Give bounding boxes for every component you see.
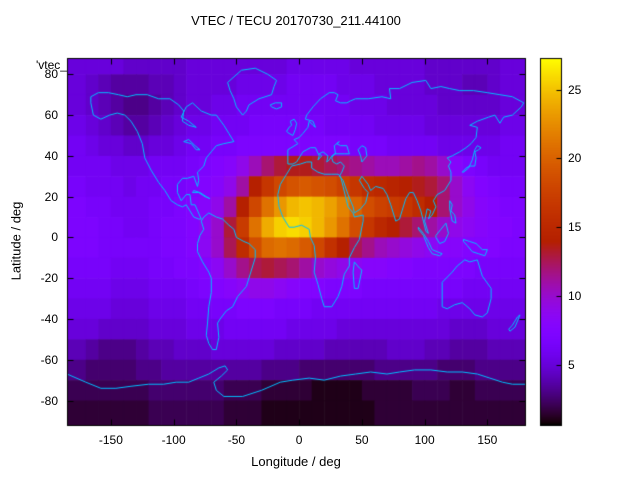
x-tick-label: -150 (98, 433, 123, 447)
y-tick-label: -20 (40, 271, 58, 286)
colorbar-tick-label: 25 (568, 82, 582, 97)
x-tick-label: 50 (355, 433, 369, 447)
y-tick-label: -40 (40, 311, 58, 326)
y-tick-label: -80 (40, 393, 58, 408)
colorbar-tick-label: 10 (568, 288, 582, 303)
y-tick-label: 0 (51, 230, 58, 245)
x-tick-label: -50 (227, 433, 246, 447)
x-tick-label: 150 (477, 433, 498, 447)
y-tick-label: 80 (44, 67, 58, 82)
y-tick-label: 40 (44, 148, 58, 163)
colorbar-tick-label: 15 (568, 220, 582, 235)
y-tick-label: -60 (40, 352, 58, 367)
y-tick-label: 60 (44, 108, 58, 123)
colorbar-tick-label: 5 (568, 357, 575, 372)
x-tick-label: 100 (414, 433, 435, 447)
x-tick-label: -100 (161, 433, 186, 447)
x-tick-label: 0 (295, 433, 303, 447)
y-tick-label: 20 (44, 189, 58, 204)
chart-title: VTEC / TECU 20170730_211.44100 (191, 13, 401, 28)
series-key-label: 'vtec_ (36, 58, 67, 72)
colorbar-tick-label: 20 (568, 151, 582, 166)
x-axis-label: Longitude / deg (251, 454, 341, 469)
